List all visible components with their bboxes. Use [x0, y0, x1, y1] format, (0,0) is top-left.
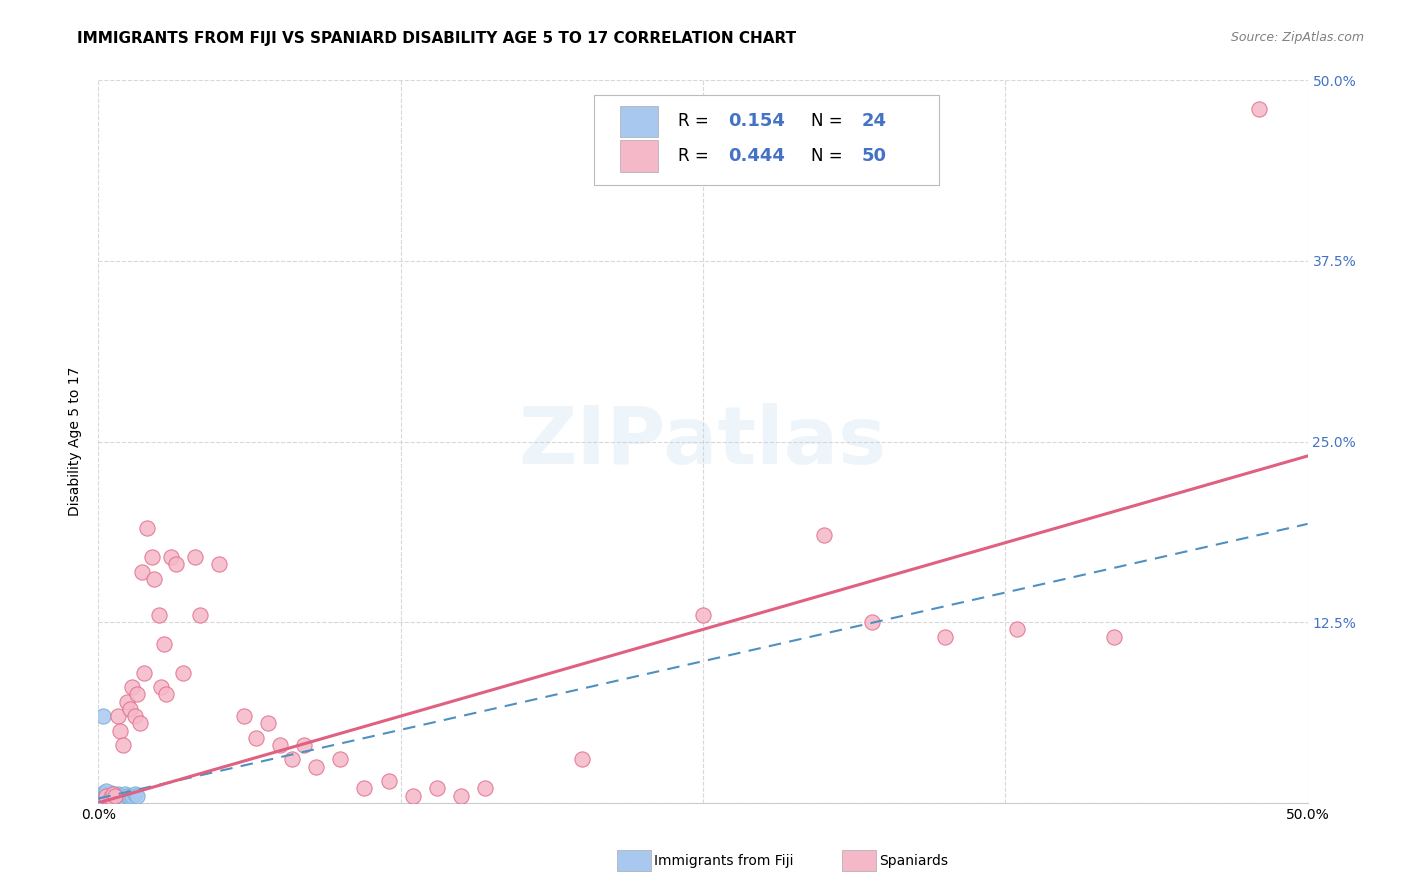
FancyBboxPatch shape — [595, 95, 939, 185]
Point — [135, 521, 157, 535]
Point — [94, 790, 117, 805]
Point — [90, 789, 112, 803]
Point — [1249, 102, 1271, 116]
Point — [184, 550, 207, 565]
Point — [107, 787, 129, 801]
Point — [117, 695, 139, 709]
Point — [127, 687, 149, 701]
Point — [813, 528, 835, 542]
Point — [281, 752, 304, 766]
Point — [108, 789, 131, 803]
Point — [165, 558, 187, 572]
Point — [172, 665, 194, 680]
Point — [128, 716, 150, 731]
Point — [160, 550, 183, 565]
Point — [450, 789, 472, 803]
Text: R =: R = — [678, 112, 714, 130]
Point — [111, 790, 134, 805]
Text: ZIPatlas: ZIPatlas — [519, 402, 887, 481]
FancyBboxPatch shape — [620, 140, 658, 172]
Text: R =: R = — [678, 147, 714, 165]
Point — [124, 787, 146, 801]
Text: Immigrants from Fiji: Immigrants from Fiji — [654, 854, 793, 868]
Point — [1102, 630, 1125, 644]
Point — [107, 709, 129, 723]
Point — [111, 738, 134, 752]
Point — [1007, 623, 1029, 637]
Point — [292, 738, 315, 752]
Point — [426, 781, 449, 796]
Point — [402, 789, 425, 803]
Point — [121, 789, 143, 803]
Point — [150, 680, 173, 694]
Point — [91, 791, 114, 805]
Point — [91, 786, 114, 800]
Point — [94, 784, 117, 798]
Point — [94, 787, 117, 801]
Point — [124, 709, 146, 723]
Text: N =: N = — [811, 112, 848, 130]
Point — [101, 787, 124, 801]
Point — [118, 702, 141, 716]
Point — [100, 790, 122, 805]
Point — [131, 565, 153, 579]
Point — [127, 789, 149, 803]
Point — [108, 723, 131, 738]
Point — [121, 680, 143, 694]
Point — [353, 781, 375, 796]
Point — [94, 789, 117, 803]
Point — [152, 637, 174, 651]
Point — [134, 665, 156, 680]
Text: 0.154: 0.154 — [728, 112, 786, 130]
Point — [269, 738, 291, 752]
Text: 24: 24 — [862, 112, 886, 130]
Point — [329, 752, 352, 766]
Point — [232, 709, 254, 723]
Point — [97, 791, 120, 805]
Point — [571, 752, 593, 766]
Point — [107, 790, 129, 805]
Text: N =: N = — [811, 147, 848, 165]
Point — [474, 781, 496, 796]
Point — [377, 774, 399, 789]
Point — [117, 789, 139, 803]
Point — [101, 787, 124, 801]
Point — [104, 789, 127, 803]
Point — [208, 558, 231, 572]
Text: Spaniards: Spaniards — [879, 854, 948, 868]
Point — [305, 760, 328, 774]
Text: IMMIGRANTS FROM FIJI VS SPANIARD DISABILITY AGE 5 TO 17 CORRELATION CHART: IMMIGRANTS FROM FIJI VS SPANIARD DISABIL… — [77, 31, 796, 46]
Point — [104, 789, 127, 803]
Point — [118, 790, 141, 805]
Point — [155, 687, 177, 701]
Point — [148, 607, 170, 622]
Point — [188, 607, 211, 622]
Point — [100, 790, 122, 805]
Text: 0.444: 0.444 — [728, 147, 786, 165]
Point — [143, 572, 166, 586]
Point — [91, 709, 114, 723]
Point — [97, 789, 120, 803]
Point — [934, 630, 956, 644]
Point — [860, 615, 883, 630]
Point — [100, 786, 122, 800]
Point — [101, 790, 124, 805]
Point — [692, 607, 714, 622]
Point — [245, 731, 267, 745]
Y-axis label: Disability Age 5 to 17: Disability Age 5 to 17 — [69, 367, 83, 516]
Text: Source: ZipAtlas.com: Source: ZipAtlas.com — [1230, 31, 1364, 45]
Point — [114, 787, 136, 801]
FancyBboxPatch shape — [620, 105, 658, 137]
Point — [141, 550, 163, 565]
Point — [256, 716, 278, 731]
Text: 50: 50 — [862, 147, 886, 165]
